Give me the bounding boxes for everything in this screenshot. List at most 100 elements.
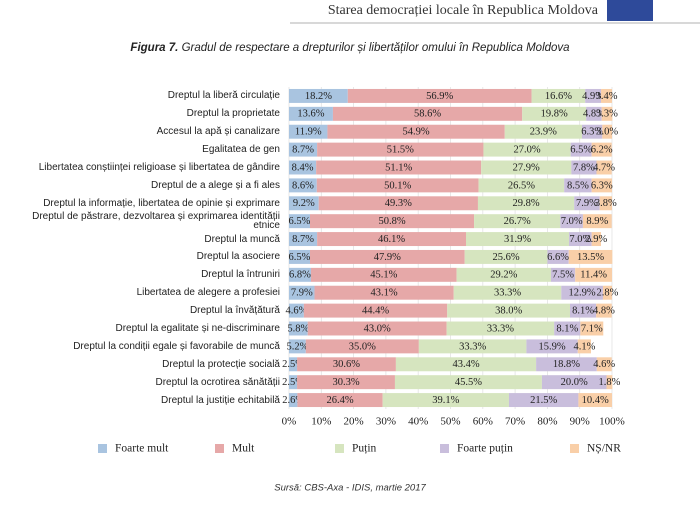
value-label: 54.9%: [403, 127, 430, 138]
legend-swatch: [335, 444, 344, 453]
bar-segment: [591, 232, 602, 247]
bar-segment: [289, 214, 310, 229]
bar-segment: [570, 303, 597, 318]
value-label: 8.6%: [292, 180, 314, 191]
bar-segment: [394, 375, 542, 390]
value-label: 39.1%: [432, 395, 459, 406]
value-label: 4.1%: [573, 341, 595, 352]
bar-segment: [289, 321, 308, 336]
category-label: Dreptul la învățătură: [189, 305, 280, 317]
bar-segment: [578, 393, 612, 408]
value-label: 7.5%: [552, 270, 574, 281]
value-label: 13.6%: [297, 109, 324, 120]
category-label: Libertatea de alegere a profesiei: [136, 287, 280, 299]
value-label: 27.9%: [513, 162, 540, 173]
value-label: 8.7%: [292, 145, 314, 156]
value-label: 27.0%: [513, 145, 540, 156]
bar-segment: [591, 142, 612, 157]
legend-swatch: [570, 444, 579, 453]
value-label: 3.4%: [596, 91, 618, 102]
bar-segment: [303, 303, 448, 318]
bar-segment: [550, 267, 576, 282]
x-tick-label: 70%: [505, 416, 525, 428]
value-label: 2.5%: [282, 377, 304, 388]
bar-segment: [504, 124, 582, 139]
value-label: 46.1%: [378, 234, 405, 245]
x-tick-label: 40%: [408, 416, 428, 428]
value-label: 33.3%: [494, 288, 521, 299]
value-label: 43.4%: [452, 359, 479, 370]
bar-segment: [309, 214, 475, 229]
bar-segment: [297, 357, 396, 372]
value-label: 2.8%: [597, 288, 619, 299]
bar-segment: [314, 285, 454, 300]
value-label: 47.9%: [374, 252, 401, 263]
bar-segment: [596, 303, 612, 318]
legend-swatch: [440, 444, 449, 453]
value-label: 44.4%: [362, 306, 389, 317]
x-tick-label: 60%: [473, 416, 493, 428]
value-label: 8.4%: [292, 162, 314, 173]
value-label: 10.4%: [582, 395, 609, 406]
x-tick-label: 20%: [344, 416, 364, 428]
bar-segment: [599, 196, 612, 211]
legend-swatch: [215, 444, 224, 453]
bar-segment: [418, 339, 527, 354]
category-label: Dreptul la proprietate: [186, 108, 280, 120]
legend-label: NȘ/NR: [587, 443, 621, 455]
value-label: 18.8%: [553, 359, 580, 370]
bar-segment: [585, 88, 602, 103]
x-tick-label: 90%: [570, 416, 590, 428]
bar-segment: [541, 375, 607, 390]
bar-segment: [570, 142, 592, 157]
value-label: 7.9%: [291, 288, 313, 299]
value-label: 38.0%: [495, 306, 522, 317]
bar-segment: [289, 142, 318, 157]
value-label: 43.1%: [371, 288, 398, 299]
bar-segment: [289, 106, 333, 121]
value-label: 3.3%: [596, 109, 618, 120]
value-label: 12.9%: [569, 288, 596, 299]
value-label: 16.6%: [545, 91, 572, 102]
figure-label: Figura 7.: [130, 42, 178, 54]
bar-segment: [453, 285, 562, 300]
bar-segment: [395, 357, 537, 372]
value-label: 19.8%: [541, 109, 568, 120]
value-label: 6.8%: [289, 270, 311, 281]
value-label: 7.9%: [576, 198, 598, 209]
x-tick-label: 80%: [537, 416, 557, 428]
bar-segment: [580, 321, 604, 336]
bar-segment: [382, 393, 509, 408]
category-label: Dreptul la muncă: [204, 233, 280, 245]
category-label: Libertatea conștiinței religioase și lib…: [38, 162, 280, 173]
bar-segment: [289, 375, 298, 390]
value-label: 35.0%: [349, 341, 376, 352]
bar-segment: [309, 249, 465, 264]
bar-segment: [561, 285, 603, 300]
value-label: 7.1%: [581, 323, 603, 334]
bar-segment: [581, 124, 603, 139]
bar-segment: [596, 357, 612, 372]
value-label: 11.4%: [580, 270, 607, 281]
bar-segment: [560, 214, 583, 229]
value-label: 33.3%: [459, 341, 486, 352]
value-label: 30.3%: [332, 377, 359, 388]
value-label: 7.0%: [569, 234, 591, 245]
value-label: 45.1%: [370, 270, 397, 281]
bar-segment: [316, 160, 482, 175]
value-label: 7.0%: [561, 216, 583, 227]
value-label: 31.9%: [504, 234, 531, 245]
category-label: Dreptul la ocrotirea sănătății: [155, 376, 280, 388]
value-label: 6.5%: [289, 252, 311, 263]
value-label: 13.5%: [577, 252, 604, 263]
bar-segment: [317, 232, 467, 247]
bar-segment: [536, 357, 597, 372]
category-label: Dreptul de a alege și a fi ales: [151, 179, 280, 191]
category-label: Dreptul la justiție echitabilă: [161, 394, 280, 406]
bar-segment: [289, 88, 348, 103]
bar-segment: [317, 142, 484, 157]
bar-segment: [571, 160, 597, 175]
bar-segment: [297, 393, 383, 408]
x-tick-label: 10%: [311, 416, 331, 428]
